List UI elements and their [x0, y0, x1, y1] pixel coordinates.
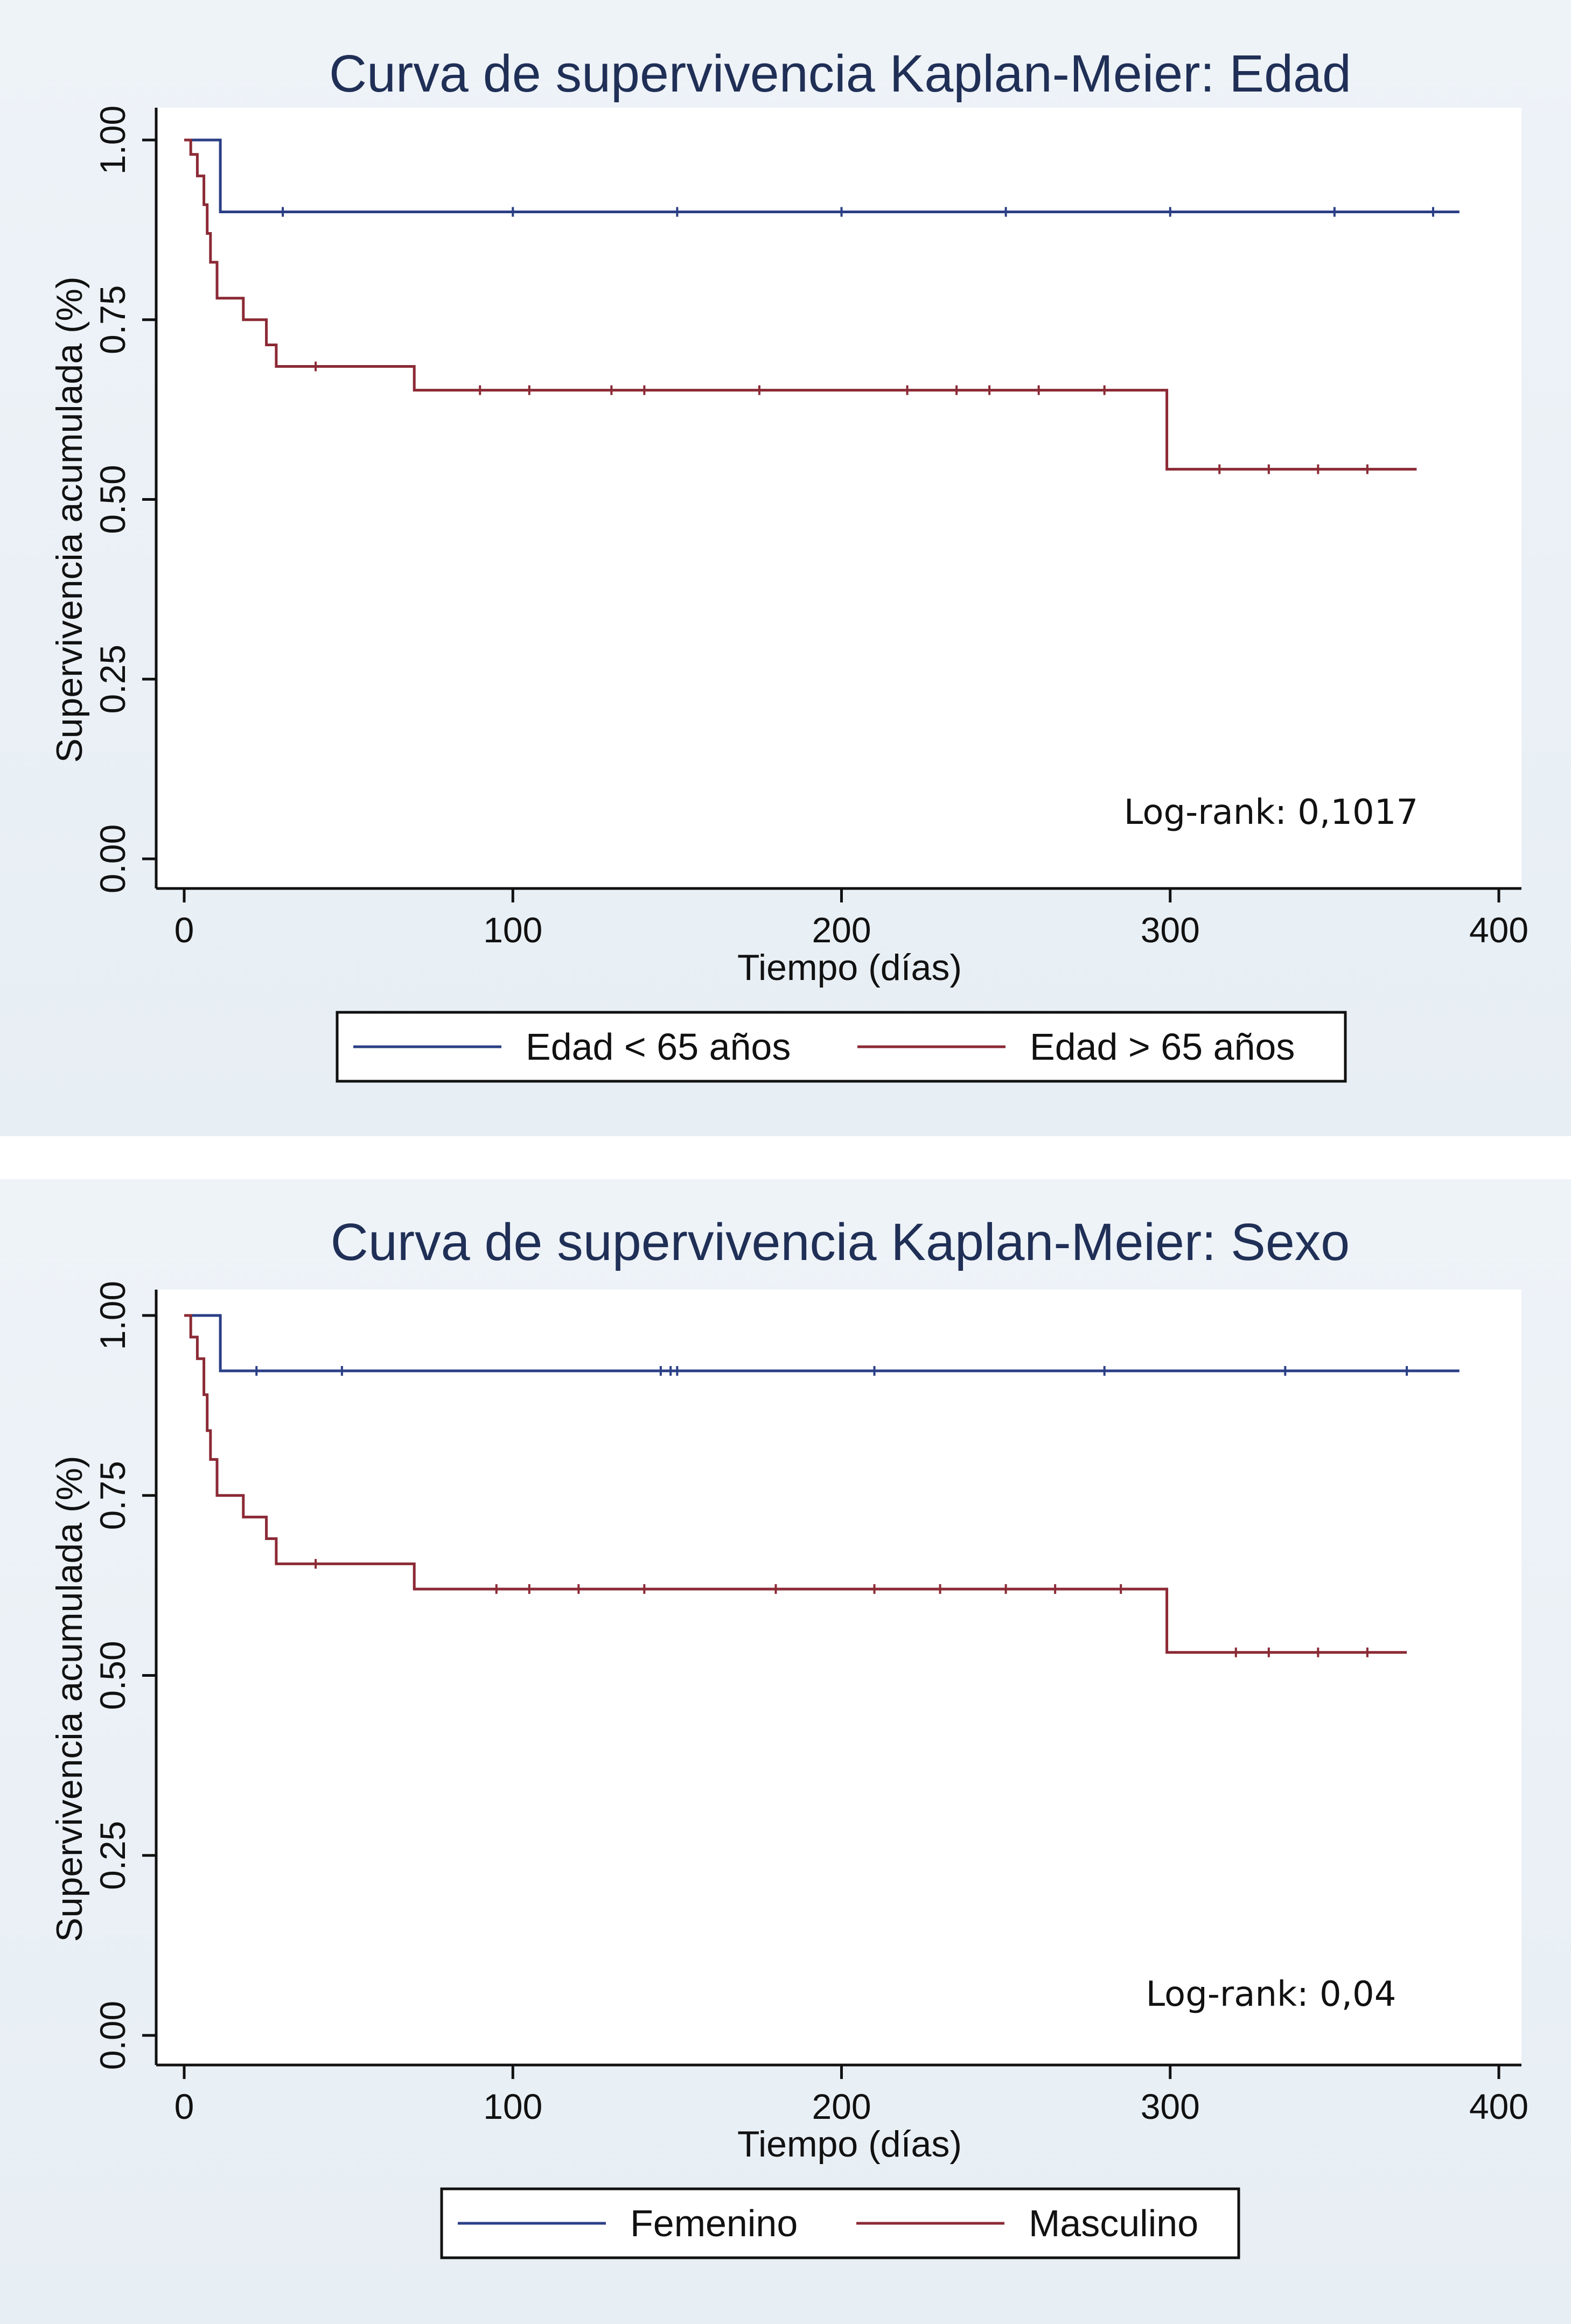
survival-step-line: [184, 1314, 1460, 1373]
series-2: [184, 1314, 1407, 1657]
x-tick-label: 100: [483, 910, 542, 950]
series-1: [184, 1314, 1460, 1376]
panel-separator: [0, 1136, 1571, 1179]
x-tick-label: 200: [812, 910, 871, 950]
x-tick-label: 300: [1141, 2087, 1200, 2126]
y-tick-label: 0.75: [93, 285, 132, 354]
x-axis-title: Tiempo (días): [737, 2124, 962, 2165]
y-axis-title: Supervivencia acumulada (%): [49, 276, 90, 762]
legend: Femenino Masculino: [440, 2187, 1240, 2259]
axes: 0 100 200 300 400 0.00 0.25 0.50 0.75 1.00 Tiempo …: [49, 1281, 1528, 2165]
log-rank-annotation: Log-rank: 0,04: [1146, 1975, 1397, 2014]
chart-panel-sexo: Curva de supervivencia Kaplan-Meier: Sex…: [0, 1179, 1571, 2324]
y-tick-label: 0.00: [93, 824, 132, 893]
x-tick-label: 200: [812, 2087, 871, 2126]
legend-label: Femenino: [630, 2202, 798, 2244]
x-tick-label: 400: [1469, 910, 1528, 950]
x-tick-label: 400: [1469, 2087, 1528, 2126]
legend-label: Edad < 65 años: [526, 1026, 791, 1068]
legend-label: Edad > 65 años: [1030, 1026, 1295, 1068]
survival-step-line: [184, 1314, 1407, 1654]
log-rank-annotation: Log-rank: 0,1017: [1124, 793, 1418, 832]
chart-title: Curva de supervivencia Kaplan-Meier: Sex…: [331, 1213, 1350, 1271]
km-chart-edad: Curva de supervivencia Kaplan-Meier: Eda…: [49, 44, 1528, 1083]
series-1: [184, 138, 1460, 217]
y-tick-label: 0.25: [93, 645, 132, 713]
y-tick-label: 0.75: [93, 1461, 132, 1530]
survival-step-line: [184, 138, 1417, 471]
survival-step-line: [184, 138, 1460, 213]
series-2: [184, 138, 1417, 474]
x-tick-label: 300: [1141, 910, 1200, 950]
plot-area: [156, 1290, 1521, 2065]
legend-box: [336, 1011, 1347, 1083]
x-tick-label: 0: [174, 2087, 194, 2126]
x-axis-title: Tiempo (días): [737, 947, 962, 988]
series-layer: [184, 1314, 1460, 1657]
legend-label: Masculino: [1029, 2202, 1198, 2244]
series-layer: [184, 138, 1460, 474]
chart-panel-edad: Curva de supervivencia Kaplan-Meier: Eda…: [0, 0, 1571, 1136]
x-tick-label: 0: [174, 910, 194, 950]
axes: 0 100 200 300 400 0.00 0.25 0.50 0.75 1.00 Tiempo …: [49, 106, 1528, 988]
y-tick-label: 1.00: [93, 106, 132, 174]
y-tick-label: 0.25: [93, 1821, 132, 1890]
y-tick-label: 1.00: [93, 1281, 132, 1350]
x-tick-label: 100: [483, 2087, 542, 2126]
y-axis-title: Supervivencia acumulada (%): [49, 1455, 90, 1942]
chart-title: Curva de supervivencia Kaplan-Meier: Eda…: [329, 44, 1351, 103]
legend: Edad < 65 años Edad > 65 años: [336, 1011, 1347, 1083]
y-tick-label: 0.50: [93, 1641, 132, 1710]
km-chart-sexo: Curva de supervivencia Kaplan-Meier: Sex…: [49, 1213, 1528, 2259]
plot-area: [156, 108, 1521, 888]
y-tick-label: 0.00: [93, 2001, 132, 2070]
y-tick-label: 0.50: [93, 465, 132, 534]
